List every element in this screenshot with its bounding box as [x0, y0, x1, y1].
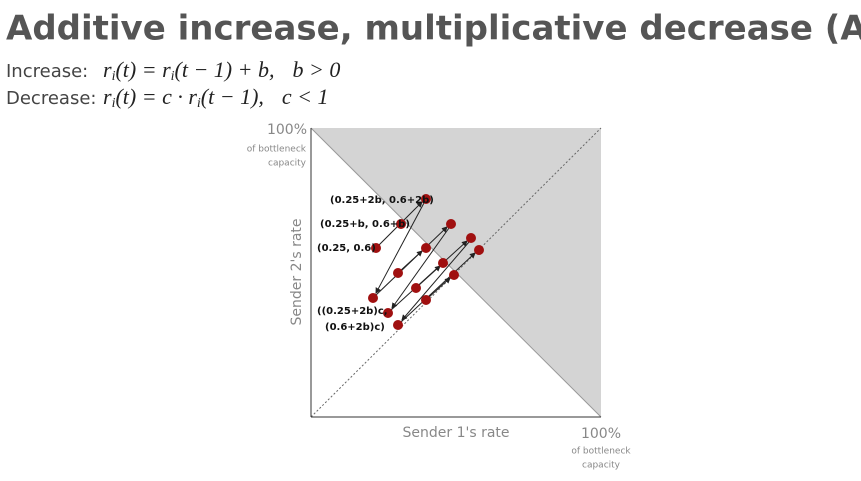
arrows — [374, 201, 476, 324]
equation-label: Increase: — [6, 61, 88, 82]
diagram: 100% of bottleneck capacity Sender 2's r… — [247, 122, 632, 471]
x-max-note: capacity — [582, 461, 621, 471]
point-label: (0.25, 0.6) — [317, 243, 376, 254]
equation: Increase: ri(t) = ri(t − 1) + b, b > 0 — [6, 57, 340, 84]
formula: ri(t) = c · ri(t − 1), c < 1 — [103, 84, 329, 111]
y-max: 100% — [267, 122, 307, 138]
equation: Decrease: ri(t) = c · ri(t − 1), c < 1 — [6, 84, 329, 111]
point-label: (0.25+2b, 0.6+2b) — [330, 195, 434, 206]
y-axis-label: Sender 2's rate — [289, 218, 305, 325]
equation-label: Decrease: — [6, 88, 96, 109]
formula: ri(t) = ri(t − 1) + b, b > 0 — [103, 57, 340, 84]
x-max: 100% — [581, 426, 621, 442]
points — [368, 194, 484, 330]
y-max-note: of bottleneck — [247, 145, 307, 155]
point-label: ((0.25+2b)c, — [317, 306, 388, 317]
title: Additive increase, multiplicative decrea… — [6, 9, 861, 49]
point-label: (0.6+2b)c) — [325, 322, 385, 333]
x-axis-label: Sender 1's rate — [402, 425, 509, 441]
y-max-note: capacity — [268, 159, 307, 169]
point-label: (0.25+b, 0.6+b) — [320, 219, 410, 230]
x-max-note: of bottleneck — [571, 447, 631, 457]
